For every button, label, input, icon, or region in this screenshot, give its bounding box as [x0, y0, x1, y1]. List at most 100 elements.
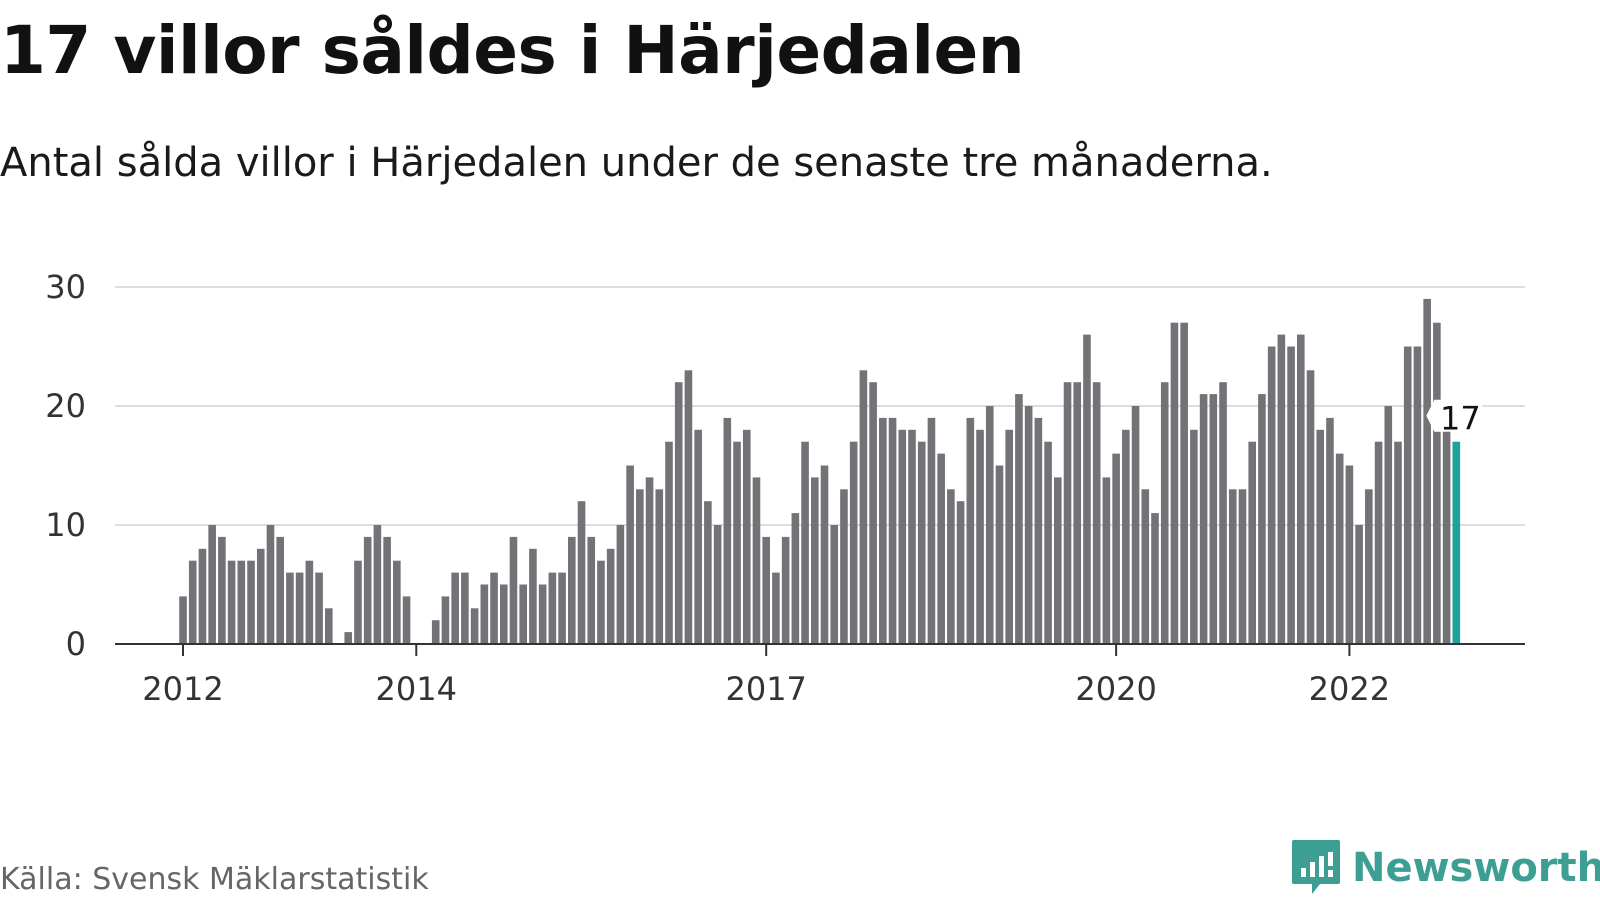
- bar: [1141, 489, 1150, 644]
- bar: [830, 525, 839, 644]
- bar: [1403, 346, 1412, 644]
- bars: [179, 298, 1461, 644]
- bar: [1394, 441, 1402, 644]
- bar: [849, 441, 858, 644]
- bar: [1442, 429, 1451, 644]
- bar: [1054, 477, 1062, 644]
- bar: [286, 572, 294, 644]
- bar: [266, 525, 275, 644]
- y-tick-label: 0: [66, 625, 86, 663]
- y-tick-label: 20: [45, 387, 86, 425]
- bar: [888, 417, 897, 644]
- bar: [188, 560, 197, 644]
- bar: [908, 429, 916, 644]
- bar: [995, 465, 1004, 644]
- bar: [1073, 382, 1082, 644]
- bar: [937, 453, 945, 644]
- bar: [1374, 441, 1383, 644]
- bar: [626, 465, 634, 644]
- bar: [956, 501, 965, 644]
- bar: [917, 441, 926, 644]
- bar: [363, 536, 372, 644]
- bar: [480, 584, 489, 644]
- bar: [1238, 489, 1247, 644]
- bar: [1024, 406, 1033, 644]
- x-tick-label: 2022: [1309, 670, 1390, 708]
- bar: [247, 560, 255, 644]
- bar: [1365, 489, 1373, 644]
- bar: [538, 584, 547, 644]
- bar: [674, 382, 683, 644]
- bar: [1355, 525, 1363, 644]
- bar: [1326, 417, 1334, 644]
- bar: [208, 525, 216, 644]
- bar: [558, 572, 566, 644]
- bar: [470, 608, 479, 644]
- bar: [597, 560, 605, 644]
- bar: [256, 548, 265, 644]
- bar: [1180, 322, 1188, 644]
- bar: [694, 429, 702, 644]
- bar: [1433, 322, 1441, 644]
- bar: [198, 548, 207, 644]
- bar: [227, 560, 236, 644]
- bar: [791, 513, 800, 644]
- brand-logo: Newsworthy: [1290, 838, 1600, 898]
- bar: [373, 525, 382, 644]
- bar: [1131, 406, 1140, 644]
- bar: [762, 536, 770, 644]
- bar: [1423, 298, 1431, 644]
- bar: [927, 417, 936, 644]
- bar: [1316, 429, 1325, 644]
- bar: [179, 596, 187, 644]
- bar: [966, 417, 975, 644]
- bar: [879, 417, 887, 644]
- bar: [1209, 394, 1218, 644]
- bar: [859, 370, 868, 644]
- x-tick-label: 2020: [1075, 670, 1156, 708]
- bar: [772, 572, 780, 644]
- bar: [577, 501, 586, 644]
- bar: [509, 536, 518, 644]
- bar: [1413, 346, 1422, 644]
- bar: [1170, 322, 1179, 644]
- bar: [315, 572, 323, 644]
- x-tick-label: 2012: [142, 670, 223, 708]
- bar: [461, 572, 469, 644]
- bar: [295, 572, 304, 644]
- bar: [801, 441, 809, 644]
- bar: [499, 584, 508, 644]
- bar: [1277, 334, 1286, 644]
- bar: [1345, 465, 1354, 644]
- bar: [237, 560, 246, 644]
- bar: [636, 489, 644, 644]
- bar: [519, 584, 527, 644]
- brand-name: Newsworthy: [1352, 845, 1600, 891]
- bar: [1287, 346, 1295, 644]
- bar: [616, 525, 625, 644]
- bar: [218, 536, 226, 644]
- bar: [606, 548, 615, 644]
- bar: [490, 572, 498, 644]
- bar: [402, 596, 411, 644]
- bar: [704, 501, 712, 644]
- bar: [1190, 429, 1198, 644]
- bar: [898, 429, 907, 644]
- bar: [820, 465, 829, 644]
- bar-latest: [1452, 441, 1461, 644]
- bar: [1005, 429, 1013, 644]
- bar: [713, 525, 722, 644]
- bar: [752, 477, 761, 644]
- x-axis-ticks: 2012 2014 2017 2020 2022: [142, 644, 1390, 708]
- bar: [1083, 334, 1091, 644]
- bar: [811, 477, 819, 644]
- bar: [344, 632, 353, 644]
- bar: [1219, 382, 1227, 644]
- bar: [1063, 382, 1072, 644]
- bar: [869, 382, 877, 644]
- bar: [733, 441, 741, 644]
- bar: [1258, 394, 1266, 644]
- bar: [305, 560, 314, 644]
- bar: [665, 441, 673, 644]
- bar: [840, 489, 848, 644]
